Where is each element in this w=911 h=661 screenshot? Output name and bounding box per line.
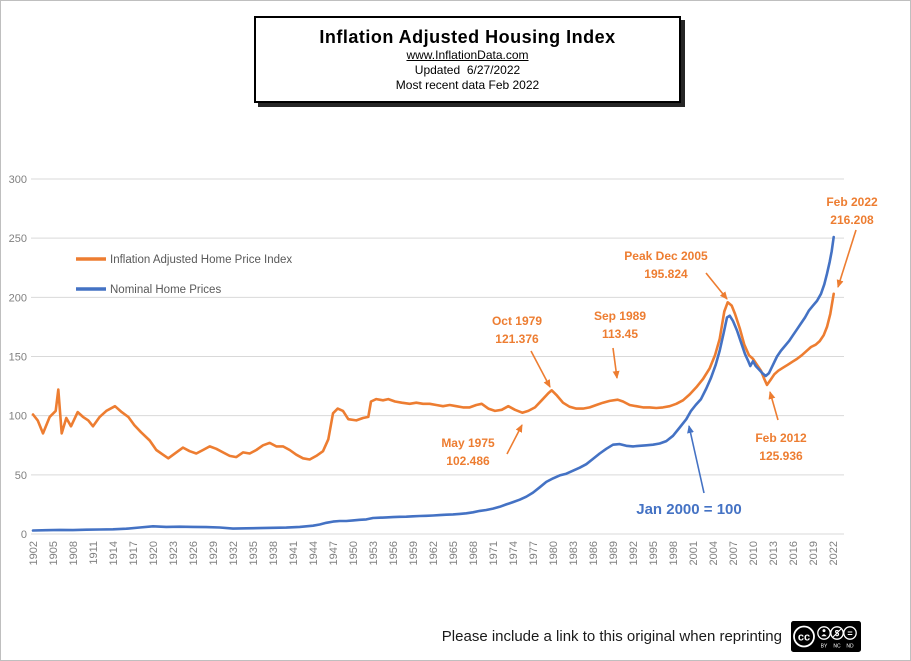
x-tick-label: 2013 bbox=[768, 541, 780, 565]
x-tick-label: 1914 bbox=[108, 541, 120, 565]
x-tick-label: 2010 bbox=[748, 541, 760, 565]
x-tick-label: 1980 bbox=[548, 541, 560, 565]
annotation-arrow-jan-2000-base bbox=[687, 425, 705, 494]
x-tick-label: 1911 bbox=[88, 541, 100, 565]
x-tick-label: 2004 bbox=[708, 541, 720, 565]
svg-text:NC: NC bbox=[833, 644, 841, 650]
x-tick-label: 1947 bbox=[328, 541, 340, 565]
x-tick-label: 1992 bbox=[628, 541, 640, 565]
x-tick-label: 1995 bbox=[648, 541, 660, 565]
x-tick-label: 1941 bbox=[288, 541, 300, 565]
annotation-arrow-oct-1979 bbox=[530, 350, 551, 388]
chart-title-box: Inflation Adjusted Housing Index www.Inf… bbox=[254, 16, 681, 103]
footer: Please include a link to this original w… bbox=[442, 621, 861, 652]
x-tick-label: 1959 bbox=[408, 541, 420, 565]
x-tick-label: 1986 bbox=[588, 541, 600, 565]
annotation-arrow-feb-2012 bbox=[768, 391, 779, 421]
x-tick-label: 1989 bbox=[608, 541, 620, 565]
y-tick-label: 250 bbox=[9, 233, 27, 245]
legend-label-nominal: Nominal Home Prices bbox=[110, 284, 221, 296]
svg-text:$: $ bbox=[835, 629, 840, 638]
svg-text:ND: ND bbox=[846, 644, 854, 650]
annotation-text-may-1975: May 1975 102.486 bbox=[441, 436, 495, 468]
annotation-text-feb-2022: Feb 2022 216.208 bbox=[826, 195, 878, 227]
x-tick-label: 1944 bbox=[308, 541, 320, 565]
x-tick-label: 1962 bbox=[428, 541, 440, 565]
annotation-arrow-sep-1989 bbox=[612, 347, 620, 379]
page-title: Inflation Adjusted Housing Index bbox=[319, 27, 616, 47]
y-tick-label: 300 bbox=[9, 174, 27, 186]
x-tick-label: 2019 bbox=[808, 541, 820, 565]
x-tick-label: 2022 bbox=[828, 541, 840, 565]
updated-date-text: Updated 6/27/2022 bbox=[414, 63, 521, 77]
x-tick-label: 1977 bbox=[528, 541, 540, 565]
svg-text:cc: cc bbox=[798, 632, 810, 644]
x-tick-label: 1974 bbox=[508, 541, 520, 565]
x-tick-label: 1935 bbox=[248, 541, 260, 565]
x-tick-label: 1917 bbox=[128, 541, 140, 565]
x-tick-label: 1926 bbox=[188, 541, 200, 565]
y-tick-label: 100 bbox=[9, 411, 27, 423]
creative-commons-badge-icon: cc $ = BY NC ND bbox=[791, 621, 861, 652]
reprint-note: Please include a link to this original w… bbox=[441, 628, 782, 645]
x-tick-label: 1923 bbox=[168, 541, 180, 565]
x-tick-label: 1929 bbox=[208, 541, 220, 565]
x-tick-label: 1956 bbox=[388, 541, 400, 565]
x-tick-label: 1968 bbox=[468, 541, 480, 565]
annotation-arrow-peak-dec-2005 bbox=[705, 272, 728, 300]
y-tick-label: 0 bbox=[21, 529, 27, 541]
x-tick-label: 2007 bbox=[728, 541, 740, 565]
x-tick-label: 1938 bbox=[268, 541, 280, 565]
annotation-text-feb-2012: Feb 2012 125.936 bbox=[755, 431, 807, 463]
x-tick-label: 1965 bbox=[448, 541, 460, 565]
x-tick-label: 1950 bbox=[348, 541, 360, 565]
x-tick-label: 1932 bbox=[228, 541, 240, 565]
legend-label-inflation-adjusted: Inflation Adjusted Home Price Index bbox=[110, 254, 292, 266]
x-tick-label: 2001 bbox=[688, 541, 700, 565]
x-tick-label: 1902 bbox=[28, 541, 40, 565]
x-tick-label: 1983 bbox=[568, 541, 580, 565]
annotation-text-sep-1989: Sep 1989 113.45 bbox=[594, 309, 646, 341]
annotation-arrow-feb-2022 bbox=[836, 229, 857, 288]
inflationdata-link[interactable]: www.InflationData.com bbox=[406, 48, 529, 62]
annotation-text-jan-2000-base: Jan 2000 = 100 bbox=[636, 501, 742, 518]
series-line-nominal bbox=[31, 235, 836, 532]
y-tick-label: 50 bbox=[15, 470, 27, 482]
y-tick-label: 200 bbox=[9, 292, 27, 304]
svg-text:=: = bbox=[847, 629, 852, 639]
x-tick-label: 1908 bbox=[68, 541, 80, 565]
x-tick-label: 1953 bbox=[368, 541, 380, 565]
series-line-inflation-adjusted bbox=[31, 292, 836, 461]
x-tick-label: 1920 bbox=[148, 541, 160, 565]
x-tick-label: 2016 bbox=[788, 541, 800, 565]
svg-text:BY: BY bbox=[821, 644, 828, 650]
annotation-arrow-may-1975 bbox=[506, 424, 523, 455]
annotation-text-peak-dec-2005: Peak Dec 2005 195.824 bbox=[624, 249, 708, 281]
y-tick-label: 150 bbox=[9, 352, 27, 364]
x-tick-label: 1905 bbox=[48, 541, 60, 565]
x-tick-label: 1971 bbox=[488, 541, 500, 565]
x-tick-label: 1998 bbox=[668, 541, 680, 565]
annotation-text-oct-1979: Oct 1979 121.376 bbox=[492, 314, 542, 346]
most-recent-data-text: Most recent data Feb 2022 bbox=[395, 78, 540, 92]
